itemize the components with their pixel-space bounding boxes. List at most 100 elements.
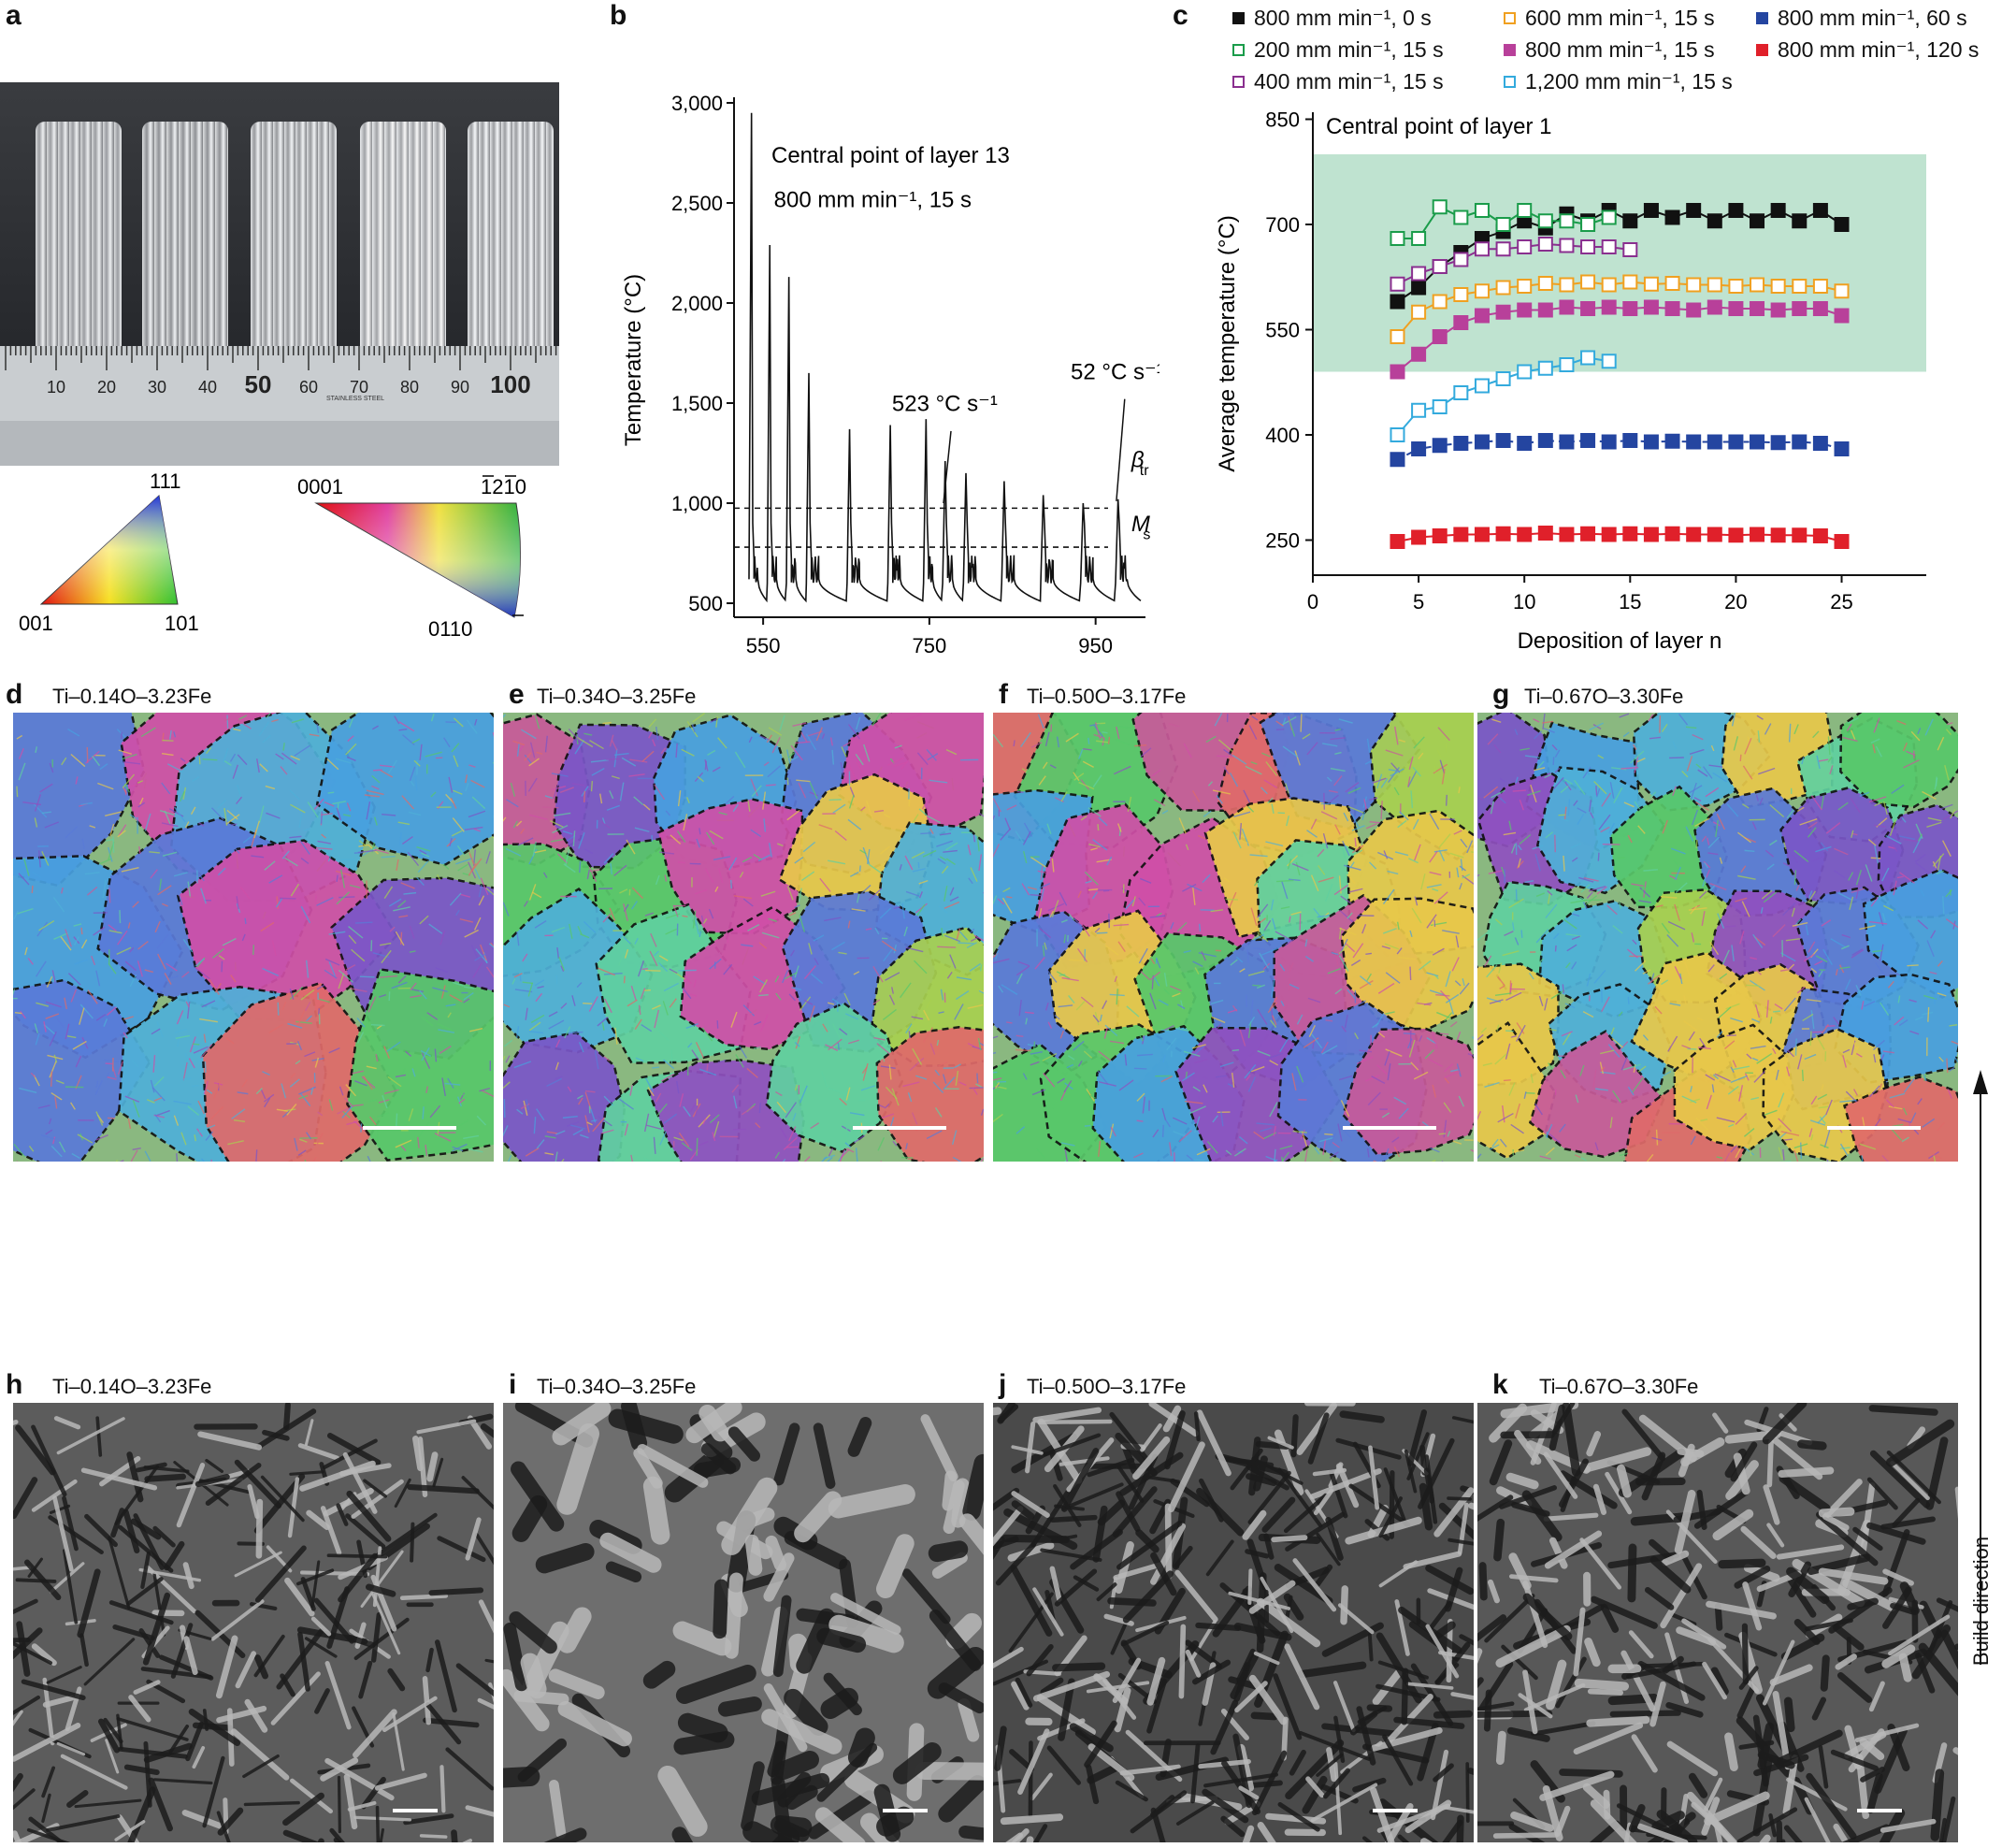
series-point	[1559, 527, 1575, 542]
deposit-block	[360, 122, 446, 355]
alpha-lath	[1086, 1681, 1150, 1694]
alpha-lath	[419, 1834, 448, 1839]
alpha-lath	[1248, 1437, 1261, 1496]
alpha-lath	[63, 1549, 79, 1624]
alpha-lath	[142, 1592, 171, 1666]
series-point	[1517, 279, 1533, 294]
series-point	[1622, 433, 1638, 448]
alpha-lath	[1329, 1469, 1348, 1519]
alpha-lath	[901, 1568, 951, 1624]
series-point	[1390, 534, 1405, 549]
alpha-lath	[123, 1764, 160, 1776]
y-axis-label: Average temperature (°C)	[1215, 215, 1240, 472]
alpha-lath	[21, 1679, 86, 1701]
legend-item: 800 mm min⁻¹, 120 s	[1756, 37, 1979, 63]
alpha-lath	[1936, 1597, 1963, 1613]
series-point	[1390, 364, 1405, 380]
alpha-lath	[938, 1775, 987, 1823]
alpha-lath	[1352, 1777, 1387, 1793]
legend-item: 800 mm min⁻¹, 60 s	[1756, 6, 1967, 31]
y-tick-label: 850	[1265, 108, 1300, 132]
alpha-lath	[816, 1742, 878, 1802]
alpha-lath	[724, 1572, 743, 1659]
alpha-lath	[1868, 1405, 1938, 1416]
series-point	[1834, 283, 1850, 299]
x-tick-label: 750	[913, 634, 947, 657]
alpha-lath	[1052, 1662, 1106, 1672]
alpha-lath	[1688, 1772, 1708, 1798]
alpha-lath	[1130, 1790, 1188, 1834]
series-point	[1390, 329, 1405, 344]
alpha-lath	[1193, 1411, 1201, 1442]
series-point	[1432, 294, 1447, 310]
alpha-lath	[605, 1561, 642, 1583]
alpha-lath	[1636, 1823, 1689, 1846]
alpha-lath	[784, 1688, 828, 1736]
legend-item: 600 mm min⁻¹, 15 s	[1504, 6, 1715, 31]
alpha-lath	[1382, 1734, 1414, 1786]
series-point	[1664, 276, 1680, 291]
alpha-lath	[1178, 1624, 1187, 1699]
series-point	[1580, 350, 1596, 366]
series-point	[1453, 287, 1469, 302]
alpha-lath	[60, 1754, 128, 1790]
series-point	[1580, 274, 1596, 290]
alpha-lath	[289, 1470, 324, 1476]
series-point	[1453, 252, 1469, 267]
alpha-lath	[0, 1566, 32, 1572]
series-point	[1643, 527, 1659, 542]
alpha-lath	[1724, 1632, 1778, 1657]
alpha-lath	[1010, 1564, 1053, 1637]
ipf-hex-key: 0001 1210 0110	[297, 475, 526, 641]
ebsd-map-d	[0, 650, 539, 1191]
alpha-lath	[300, 1577, 316, 1611]
sem-image-i	[477, 1398, 1028, 1848]
alpha-lath	[1579, 1538, 1621, 1590]
alpha-lath	[374, 1772, 427, 1791]
legend-swatch	[1504, 12, 1516, 24]
series-point	[1453, 209, 1469, 225]
alpha-lath	[765, 1535, 787, 1571]
alpha-lath	[1818, 1567, 1889, 1585]
alpha-lath	[1325, 1517, 1344, 1561]
alpha-lath	[1531, 1721, 1596, 1737]
series-point	[1411, 231, 1427, 246]
alpha-lath	[1011, 1445, 1044, 1455]
alpha-lath	[1030, 1480, 1076, 1548]
series-point	[1390, 231, 1405, 246]
alpha-lath	[1174, 1569, 1218, 1623]
alpha-lath	[168, 1725, 190, 1754]
ipf-label-101: 101	[165, 612, 199, 635]
alpha-lath	[192, 1746, 206, 1769]
alpha-lath	[1882, 1586, 1912, 1629]
alpha-lath	[300, 1570, 370, 1577]
alpha-lath	[1495, 1730, 1506, 1766]
x-tick-label: 15	[1619, 590, 1641, 614]
alpha-lath	[816, 1627, 867, 1653]
alpha-lath	[1375, 1632, 1422, 1704]
series-point	[1750, 434, 1765, 450]
alpha-lath	[1786, 1566, 1830, 1605]
composition-label-h: Ti–0.14O–3.23Fe	[52, 1375, 212, 1398]
y-tick-label: 500	[688, 592, 723, 615]
alpha-lath	[1233, 1623, 1292, 1641]
alpha-lath	[1616, 1803, 1670, 1832]
alpha-lath	[1267, 1436, 1294, 1450]
series-point	[1453, 385, 1469, 400]
arrow-up-icon	[1973, 1070, 1988, 1094]
alpha-lath	[1880, 1516, 1936, 1530]
alpha-lath	[808, 1790, 876, 1840]
alpha-lath	[713, 1579, 728, 1639]
alpha-lath	[1333, 1761, 1343, 1836]
alpha-lath	[813, 1422, 836, 1489]
legend-label: 200 mm min⁻¹, 15 s	[1254, 37, 1444, 62]
alpha-lath	[1277, 1801, 1320, 1832]
alpha-lath	[1484, 1593, 1535, 1643]
alpha-lath	[1228, 1591, 1291, 1610]
temperature-time-chart: 5001,0001,5002,0002,5003,000550750950Tim…	[621, 92, 1159, 657]
alpha-lath	[915, 1761, 1001, 1781]
series-point	[1411, 346, 1427, 362]
alpha-lath	[1164, 1503, 1173, 1580]
prior-beta-grain	[553, 723, 686, 870]
alpha-lath	[133, 1680, 161, 1695]
